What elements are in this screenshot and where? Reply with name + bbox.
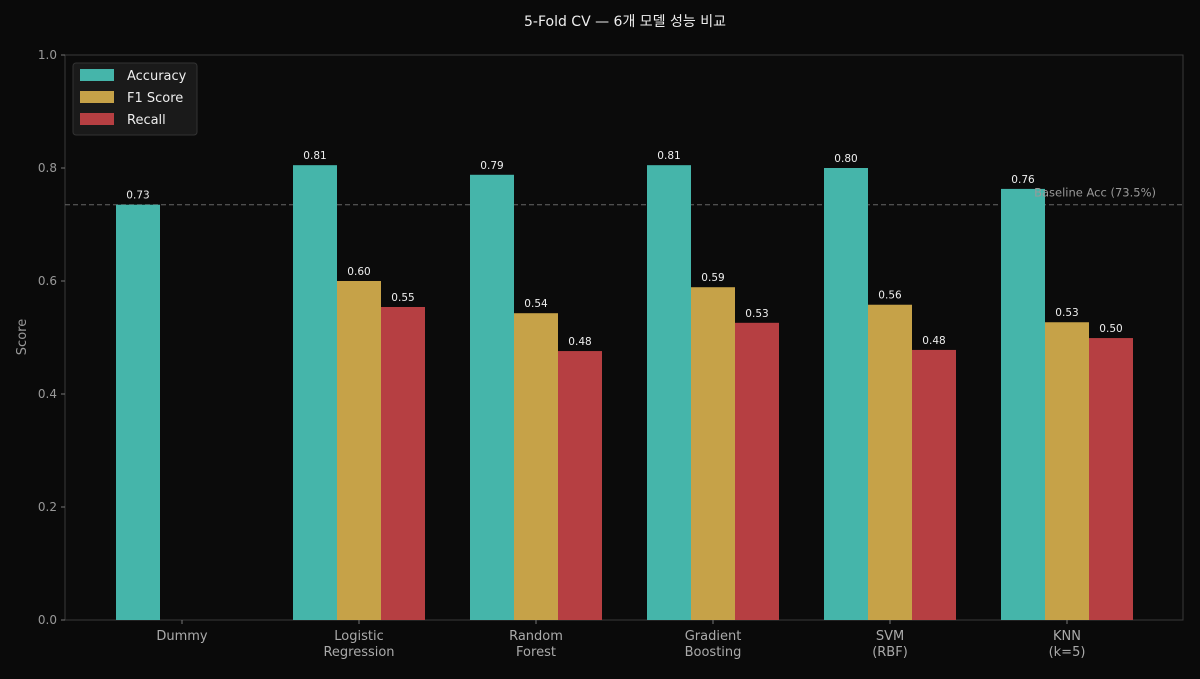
bar-accuracy bbox=[470, 174, 514, 620]
x-tick-label: Boosting bbox=[685, 645, 742, 660]
bar-recall bbox=[381, 306, 425, 620]
bar-recall bbox=[735, 322, 779, 620]
bar-f1-score bbox=[514, 313, 558, 620]
bar-accuracy bbox=[293, 165, 337, 621]
data-label: 0.53 bbox=[1055, 307, 1078, 319]
legend-swatch-f1-score bbox=[80, 91, 114, 103]
data-label: 0.81 bbox=[303, 150, 326, 162]
x-tick-label: Gradient bbox=[685, 629, 742, 644]
y-tick-label: 0.8 bbox=[38, 161, 57, 175]
baseline-label: Baseline Acc (73.5%) bbox=[1034, 186, 1156, 200]
plot-frame bbox=[64, 54, 1184, 621]
data-label: 0.55 bbox=[391, 292, 414, 304]
data-label: 0.53 bbox=[745, 308, 768, 320]
data-label: 0.76 bbox=[1011, 174, 1035, 186]
data-label: 0.79 bbox=[480, 160, 503, 172]
bar-f1-score bbox=[868, 304, 912, 620]
bar-accuracy bbox=[116, 204, 160, 620]
x-tick-label: Random bbox=[509, 629, 563, 644]
y-tick-label: 0.2 bbox=[38, 500, 57, 514]
legend-swatch-recall bbox=[80, 113, 114, 125]
x-tick-label: Regression bbox=[323, 645, 394, 660]
legend-label: Accuracy bbox=[127, 69, 187, 84]
y-tick-label: 0.0 bbox=[38, 613, 57, 627]
bar-recall bbox=[1089, 338, 1133, 620]
data-label: 0.60 bbox=[347, 266, 370, 278]
x-tick-label: KNN bbox=[1053, 629, 1081, 644]
data-label: 0.54 bbox=[524, 298, 548, 310]
data-label: 0.48 bbox=[922, 335, 945, 347]
bar-accuracy bbox=[1001, 188, 1045, 620]
legend-label: F1 Score bbox=[127, 91, 183, 106]
data-label: 0.73 bbox=[126, 190, 149, 202]
bar-accuracy bbox=[824, 168, 868, 620]
y-axis-label: Score bbox=[15, 319, 30, 355]
bar-accuracy bbox=[647, 165, 691, 621]
plot-area: 0.0 0.2 0.4 0.6 0.8 1.0 0.73 0.81 0.79 0.81 0.80 0.… bbox=[38, 48, 1184, 660]
bar-f1-score bbox=[691, 287, 735, 620]
data-label: 0.50 bbox=[1099, 323, 1122, 335]
bar-recall bbox=[558, 351, 602, 620]
data-label: 0.59 bbox=[701, 272, 724, 284]
bar-recall bbox=[912, 349, 956, 620]
x-tick-label: Forest bbox=[516, 645, 556, 660]
x-tick-label: (k=5) bbox=[1049, 645, 1086, 660]
data-label: 0.48 bbox=[568, 336, 591, 348]
x-tick-label: (RBF) bbox=[872, 645, 908, 660]
y-tick-label: 1.0 bbox=[38, 48, 57, 62]
y-tick-label: 0.4 bbox=[38, 387, 57, 401]
chart-title: 5-Fold CV — 6개 모델 성능 비교 bbox=[524, 14, 726, 30]
data-label: 0.81 bbox=[657, 150, 680, 162]
x-tick-label: Logistic bbox=[334, 629, 383, 644]
y-tick-label: 0.6 bbox=[38, 274, 57, 288]
data-label: 0.80 bbox=[834, 153, 857, 165]
legend-label: Recall bbox=[127, 113, 166, 128]
bar-f1-score bbox=[1045, 322, 1089, 620]
legend-swatch-accuracy bbox=[80, 69, 114, 81]
x-tick-label: Dummy bbox=[156, 629, 208, 644]
bar-f1-score bbox=[337, 281, 381, 620]
data-label: 0.56 bbox=[878, 290, 902, 302]
x-tick-label: SVM bbox=[876, 629, 904, 644]
